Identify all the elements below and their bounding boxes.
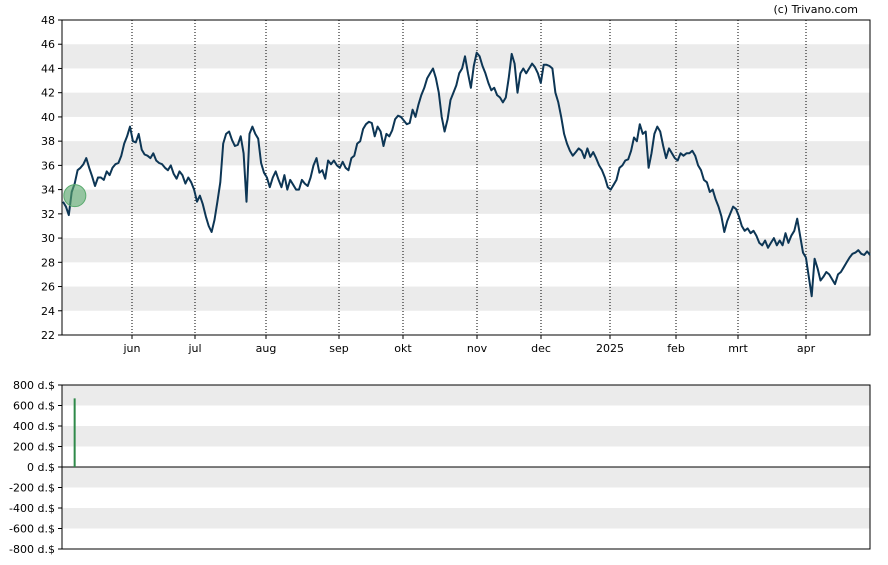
price-line xyxy=(62,51,871,298)
price-band xyxy=(62,238,870,263)
y-tick-label: 40 xyxy=(41,111,55,124)
y-tick-label: 44 xyxy=(41,62,55,75)
y-tick-label: 46 xyxy=(41,38,55,51)
y-tick-label: 22 xyxy=(41,329,55,342)
price-band xyxy=(62,189,870,214)
y-tick-label: 36 xyxy=(41,159,55,172)
volume-y-tick-label: 200 d.$ xyxy=(13,441,55,454)
x-tick-label: jul xyxy=(187,342,201,355)
y-tick-label: 24 xyxy=(41,305,55,318)
y-tick-label: 42 xyxy=(41,87,55,100)
y-tick-label: 38 xyxy=(41,135,55,148)
price-band xyxy=(62,92,870,117)
x-tick-label: nov xyxy=(467,342,488,355)
volume-band xyxy=(62,467,870,488)
x-tick-label: apr xyxy=(797,342,816,355)
volume-y-tick-label: 800 d.$ xyxy=(13,379,55,392)
x-tick-label: sep xyxy=(329,342,348,355)
volume-band xyxy=(62,426,870,447)
x-tick-label: feb xyxy=(667,342,685,355)
volume-panel: -800 d.$ -600 d.$ -400 d.$ -200 d.$ 0 d.$ 200… xyxy=(9,379,871,556)
start-marker xyxy=(63,184,87,208)
y-tick-label: 26 xyxy=(41,281,55,294)
volume-band xyxy=(62,508,870,529)
y-tick-label: 34 xyxy=(41,184,55,197)
y-tick-label: 48 xyxy=(41,14,55,27)
x-tick-label: 2025 xyxy=(596,342,624,355)
x-tick-label: aug xyxy=(256,342,277,355)
volume-y-tick-label: 0 d.$ xyxy=(27,461,55,474)
x-tick-label: mrt xyxy=(728,342,748,355)
y-tick-label: 28 xyxy=(41,256,55,269)
x-tick-label: jun xyxy=(123,342,141,355)
x-tick-label: dec xyxy=(531,342,551,355)
x-tick-label: okt xyxy=(394,342,412,355)
volume-band xyxy=(62,385,870,406)
price-frame xyxy=(61,19,871,336)
copyright-label: (c) Trivano.com xyxy=(773,3,858,16)
volume-frame xyxy=(61,384,871,550)
price-panel: jun jul aug sep okt nov dec 2025 feb mrt apr 22 24 26… xyxy=(41,14,871,355)
volume-y-tick-label: -400 d.$ xyxy=(9,502,55,515)
volume-y-tick-label: 600 d.$ xyxy=(13,400,55,413)
y-tick-label: 30 xyxy=(41,232,55,245)
volume-y-tick-label: 400 d.$ xyxy=(13,420,55,433)
price-band xyxy=(62,286,870,311)
volume-y-tick-label: -600 d.$ xyxy=(9,523,55,536)
volume-y-tick-label: -800 d.$ xyxy=(9,543,55,556)
volume-y-tick-label: -200 d.$ xyxy=(9,482,55,495)
y-tick-label: 32 xyxy=(41,208,55,221)
price-band xyxy=(62,141,870,166)
